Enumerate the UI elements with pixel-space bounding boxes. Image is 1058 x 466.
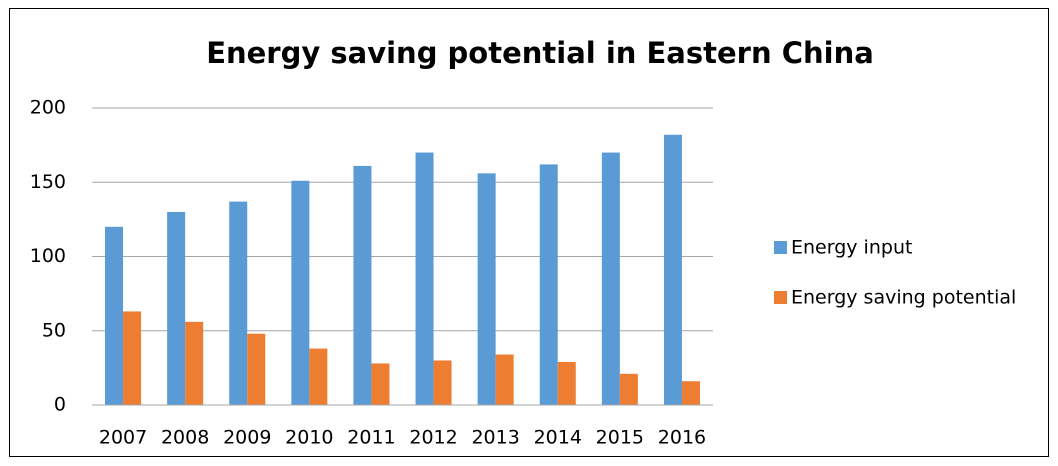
bar: [557, 361, 576, 405]
y-tick-label: 0: [54, 394, 66, 416]
bar: [601, 152, 620, 405]
x-tick-label: 2012: [409, 427, 457, 449]
legend-label: Energy saving potential: [791, 287, 1016, 309]
x-tick-label: 2011: [347, 427, 395, 449]
y-tick-label: 50: [42, 319, 66, 341]
bar: [291, 180, 310, 405]
bar: [123, 311, 142, 405]
legend-swatch: [774, 291, 787, 304]
x-tick-label: 2007: [99, 427, 147, 449]
bar: [619, 373, 638, 405]
bar: [353, 165, 372, 405]
chart-border: [9, 8, 1049, 457]
x-tick-label: 2014: [534, 427, 582, 449]
x-tick-label: 2009: [223, 427, 271, 449]
legend-swatch: [774, 241, 787, 254]
bar: [247, 333, 266, 405]
x-tick-label: 2016: [658, 427, 706, 449]
bar: [539, 164, 558, 405]
chart-title: Energy saving potential in Eastern China: [206, 36, 874, 70]
bar: [681, 381, 700, 405]
bar: [229, 201, 248, 405]
y-tick-label: 200: [30, 97, 66, 119]
bar: [433, 360, 452, 405]
x-tick-label: 2008: [161, 427, 209, 449]
bar: [495, 354, 514, 405]
bar: [477, 173, 496, 405]
bar: [663, 134, 682, 406]
y-tick-label: 100: [30, 245, 66, 267]
bar: [309, 348, 328, 405]
bar: [415, 152, 434, 405]
bar: [167, 211, 186, 405]
legend-label: Energy input: [791, 237, 912, 259]
y-tick-label: 150: [30, 171, 66, 193]
x-tick-label: 2010: [285, 427, 333, 449]
x-tick-label: 2013: [471, 427, 519, 449]
x-tick-label: 2015: [596, 427, 644, 449]
bar: [371, 363, 390, 405]
bar: [105, 226, 124, 405]
bar: [185, 321, 204, 405]
